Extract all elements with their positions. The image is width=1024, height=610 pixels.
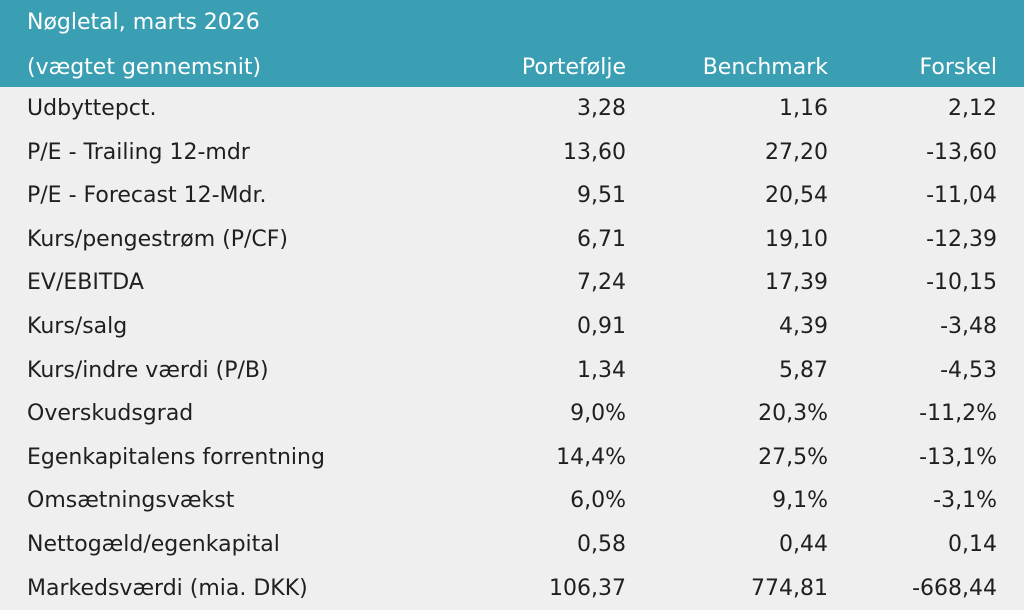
portfolio-value: 1,34: [577, 357, 626, 383]
portfolio-value: 6,71: [577, 226, 626, 252]
portfolio-value: 9,51: [577, 183, 626, 209]
difference-value: -13,60: [926, 139, 997, 165]
benchmark-value: 19,10: [765, 226, 828, 252]
row-label: Kurs/pengestrøm (P/CF): [27, 226, 289, 252]
portfolio-value: 9,0%: [570, 401, 626, 427]
row-label: EV/EBITDA: [27, 270, 144, 296]
table-row: P/E - Trailing 12-mdr 13,60 27,20 -13,60: [0, 131, 1024, 175]
portfolio-value: 13,60: [563, 139, 626, 165]
benchmark-value: 4,39: [779, 313, 828, 339]
difference-value: -3,1%: [933, 488, 997, 514]
difference-value: 2,12: [948, 96, 997, 121]
column-header-difference: Forskel: [919, 55, 997, 80]
benchmark-value: 20,3%: [758, 401, 828, 427]
row-label: P/E - Trailing 12-mdr: [27, 139, 250, 165]
benchmark-value: 1,16: [779, 96, 828, 121]
table-row: Kurs/salg 0,91 4,39 -3,48: [0, 305, 1024, 349]
table-row: Overskudsgrad 9,0% 20,3% -11,2%: [0, 392, 1024, 436]
difference-value: -668,44: [912, 575, 997, 601]
table-row: Omsætningsvækst 6,0% 9,1% -3,1%: [0, 479, 1024, 523]
table-row: Markedsværdi (mia. DKK) 106,37 774,81 -6…: [0, 567, 1024, 610]
column-header-portfolio: Portefølje: [521, 55, 626, 80]
difference-value: -13,1%: [919, 444, 997, 470]
table-row: Kurs/pengestrøm (P/CF) 6,71 19,10 -12,39: [0, 218, 1024, 262]
table-subtitle: (vægtet gennemsnit): [27, 55, 262, 80]
benchmark-value: 17,39: [765, 270, 828, 296]
table-row: Kurs/indre værdi (P/B) 1,34 5,87 -4,53: [0, 349, 1024, 393]
row-label: Markedsværdi (mia. DKK): [27, 575, 308, 601]
portfolio-value: 14,4%: [556, 444, 626, 470]
row-label: Udbyttepct.: [27, 96, 157, 121]
benchmark-value: 0,44: [779, 531, 828, 557]
difference-value: -11,04: [926, 183, 997, 209]
table-row: Udbyttepct. 3,28 1,16 2,12: [0, 87, 1024, 131]
portfolio-value: 106,37: [549, 575, 626, 601]
difference-value: -3,48: [940, 313, 997, 339]
table-title: Nøgletal, marts 2026: [27, 10, 260, 35]
difference-value: -11,2%: [919, 401, 997, 427]
difference-value: -12,39: [926, 226, 997, 252]
benchmark-value: 5,87: [779, 357, 828, 383]
portfolio-value: 0,58: [577, 531, 626, 557]
table-row: EV/EBITDA 7,24 17,39 -10,15: [0, 261, 1024, 305]
difference-value: 0,14: [948, 531, 997, 557]
row-label: P/E - Forecast 12-Mdr.: [27, 183, 267, 209]
benchmark-value: 20,54: [765, 183, 828, 209]
table-row: Nettogæld/egenkapital 0,58 0,44 0,14: [0, 523, 1024, 567]
column-header-benchmark: Benchmark: [702, 55, 828, 80]
benchmark-value: 774,81: [751, 575, 828, 601]
benchmark-value: 9,1%: [772, 488, 828, 514]
portfolio-value: 7,24: [577, 270, 626, 296]
difference-value: -10,15: [926, 270, 997, 296]
table-header: Nøgletal, marts 2026 (vægtet gennemsnit)…: [0, 0, 1024, 87]
table-row: P/E - Forecast 12-Mdr. 9,51 20,54 -11,04: [0, 174, 1024, 218]
table-body: Udbyttepct. 3,28 1,16 2,12 P/E - Trailin…: [0, 87, 1024, 610]
table-row: Egenkapitalens forrentning 14,4% 27,5% -…: [0, 436, 1024, 480]
portfolio-value: 0,91: [577, 313, 626, 339]
row-label: Overskudsgrad: [27, 401, 194, 427]
benchmark-value: 27,5%: [758, 444, 828, 470]
portfolio-value: 3,28: [577, 96, 626, 121]
difference-value: -4,53: [940, 357, 997, 383]
row-label: Omsætningsvækst: [27, 488, 235, 514]
portfolio-value: 6,0%: [570, 488, 626, 514]
row-label: Kurs/salg: [27, 313, 128, 339]
row-label: Kurs/indre værdi (P/B): [27, 357, 269, 383]
benchmark-value: 27,20: [765, 139, 828, 165]
row-label: Nettogæld/egenkapital: [27, 531, 280, 557]
row-label: Egenkapitalens forrentning: [27, 444, 325, 470]
